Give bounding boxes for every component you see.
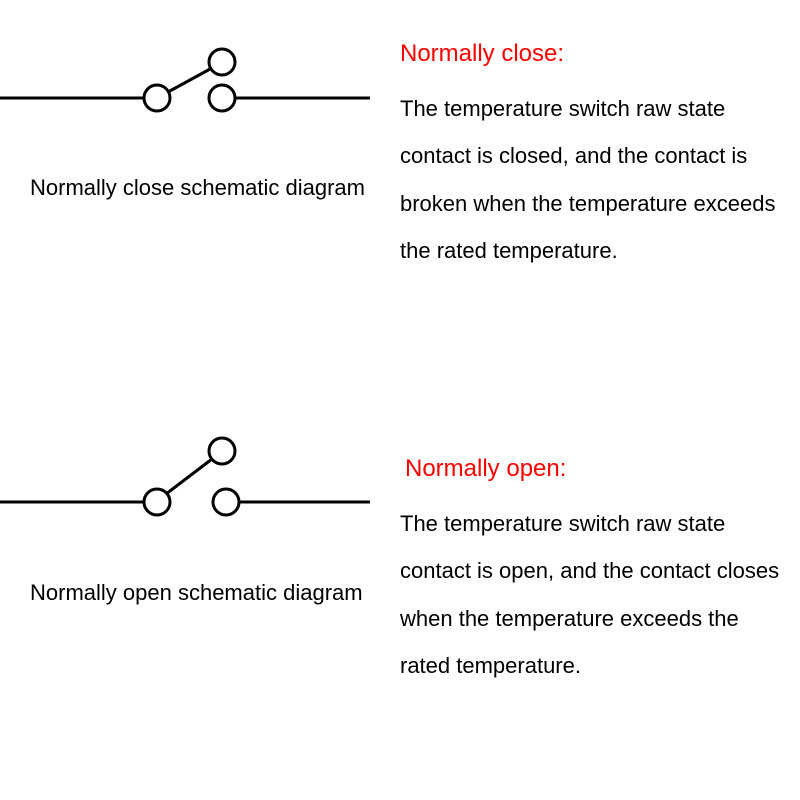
normally-open-caption: Normally open schematic diagram (30, 580, 363, 606)
normally-close-svg (0, 20, 370, 140)
normally-open-heading: Normally open: (405, 455, 566, 483)
normally-open-svg (0, 420, 370, 540)
normally-open-body: The temperature switch raw state contact… (400, 500, 780, 689)
normally-close-caption: Normally close schematic diagram (30, 175, 365, 201)
normally-close-heading: Normally close: (400, 40, 564, 68)
normally-open-diagram (0, 420, 370, 540)
normally-close-body: The temperature switch raw state contact… (400, 85, 780, 274)
normally-close-diagram (0, 20, 370, 140)
